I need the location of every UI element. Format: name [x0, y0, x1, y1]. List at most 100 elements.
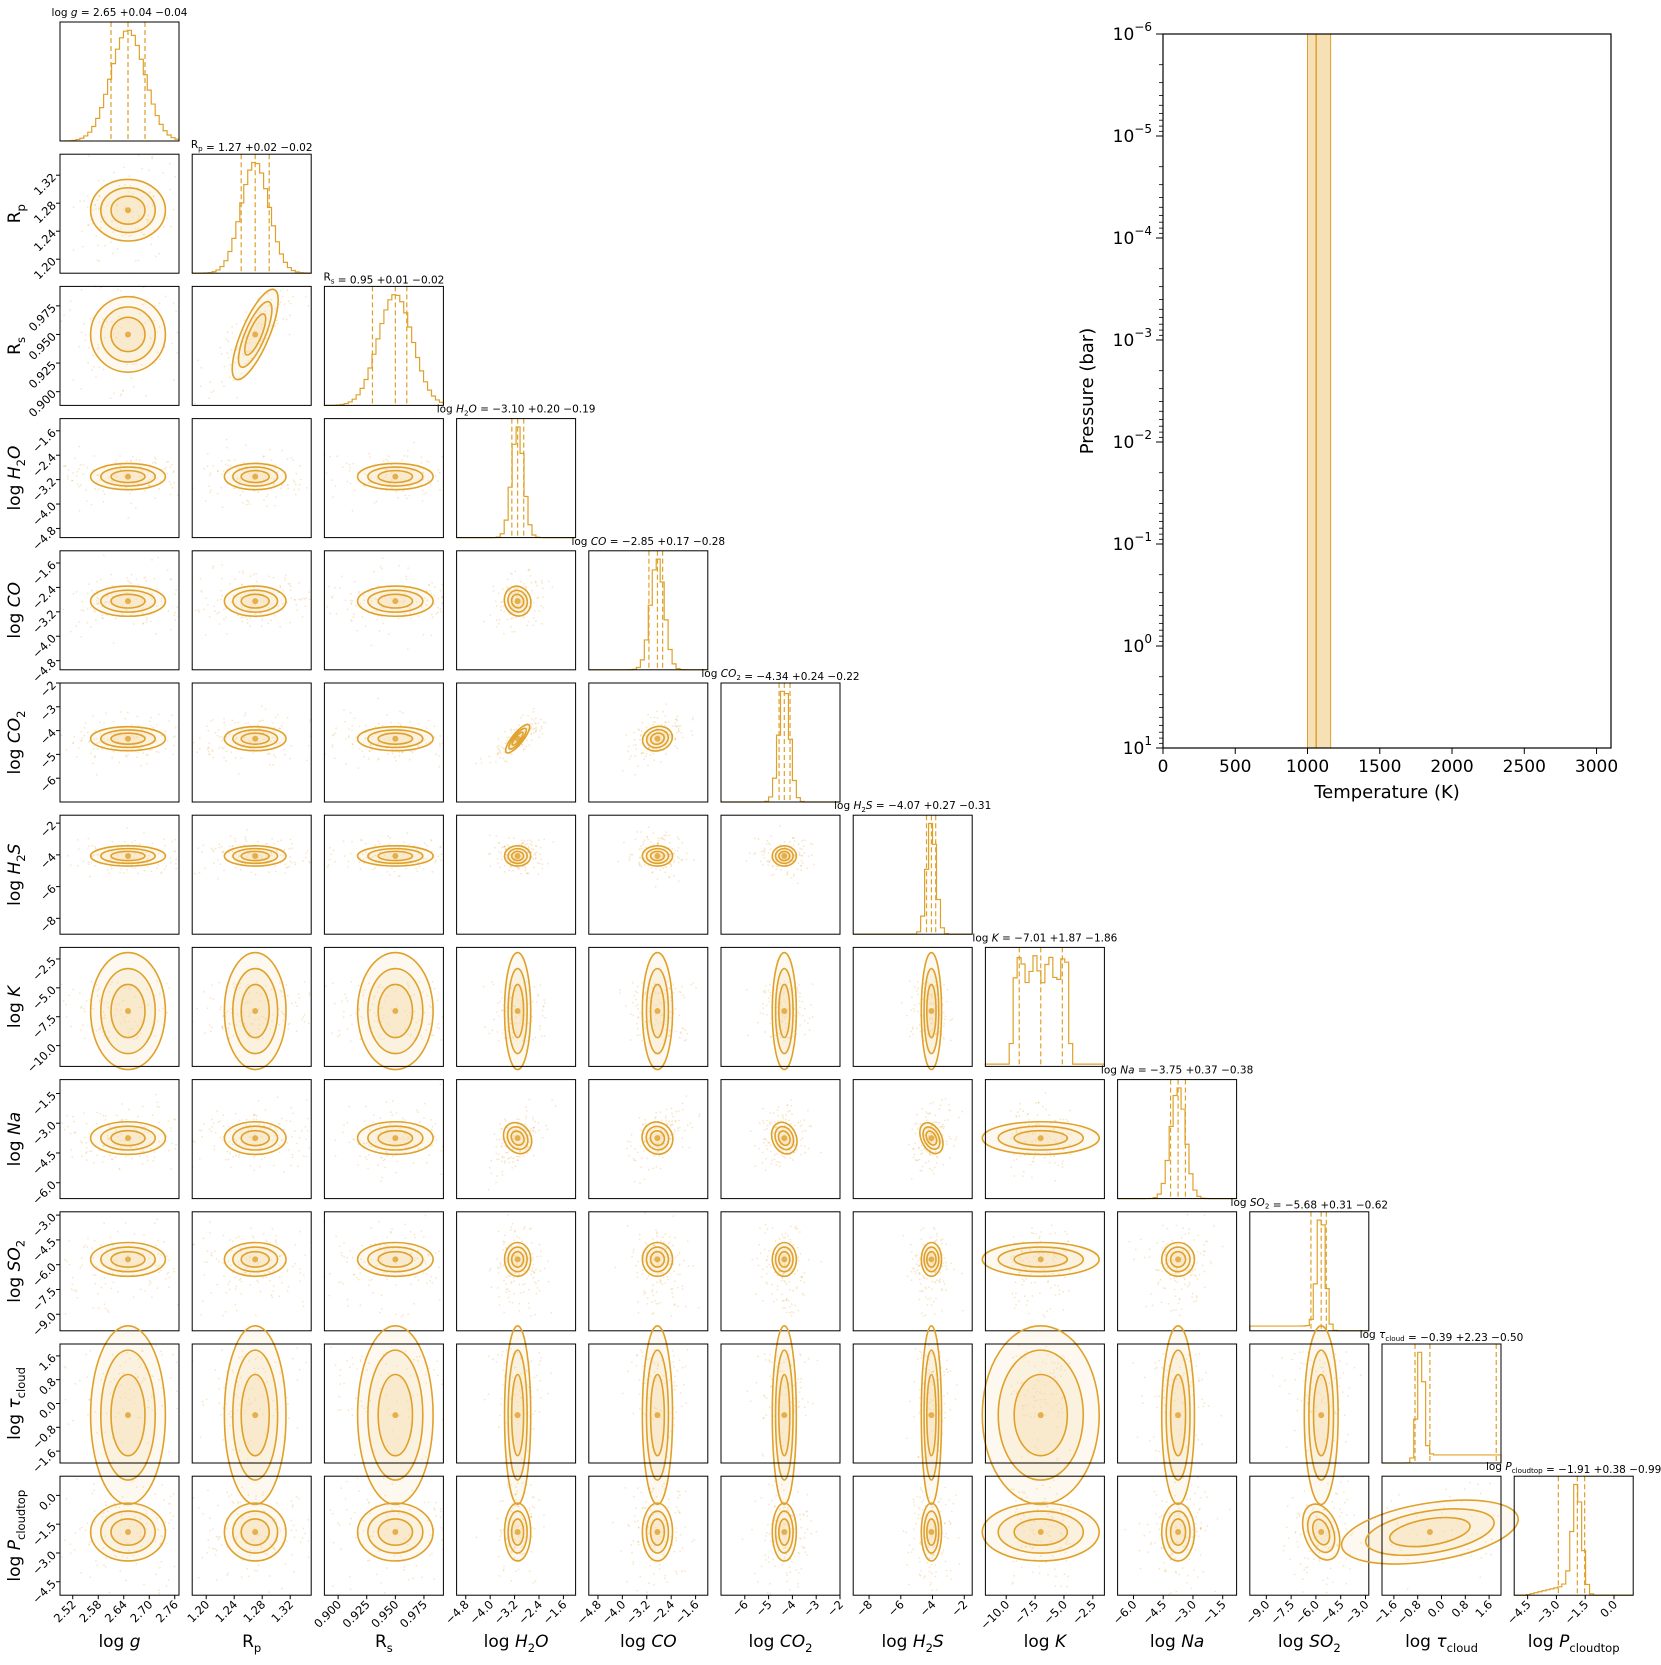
sample-point: [284, 754, 286, 756]
sample-point: [784, 841, 786, 843]
sample-point: [82, 464, 84, 466]
sample-point: [174, 735, 176, 737]
sample-point: [928, 1160, 930, 1162]
sample-point: [345, 997, 347, 999]
sample-point: [127, 517, 129, 519]
sample-point: [221, 487, 223, 489]
sample-point: [199, 1158, 201, 1160]
sample-point: [246, 829, 248, 831]
sample-point: [212, 850, 214, 852]
sample-point: [210, 1030, 212, 1032]
sample-point: [435, 1139, 437, 1141]
sample-point: [545, 1125, 547, 1127]
sample-point: [651, 867, 653, 869]
sample-point: [261, 705, 263, 707]
sample-point: [642, 722, 644, 724]
sample-point: [799, 996, 801, 998]
sample-point: [635, 991, 637, 993]
sample-point: [334, 1003, 336, 1005]
sample-point: [144, 490, 146, 492]
sample-point: [638, 1117, 640, 1119]
sample-point: [501, 997, 503, 999]
sample-point: [331, 479, 333, 481]
sample-point: [357, 1164, 359, 1166]
sample-point: [111, 1158, 113, 1160]
sample-point: [646, 837, 648, 839]
sample-point: [222, 852, 224, 854]
contour-peak: [252, 853, 258, 859]
sample-point: [79, 992, 81, 994]
sample-point: [629, 856, 631, 858]
panel-k-vs-rp: [192, 947, 312, 1069]
sample-point: [343, 1016, 345, 1018]
sample-point: [802, 862, 804, 864]
sample-point: [305, 296, 307, 298]
sample-point: [798, 843, 800, 845]
sample-point: [524, 844, 526, 846]
sample-point: [383, 1160, 385, 1162]
y-tick-label-rs: 0.975: [26, 301, 59, 334]
sample-point: [475, 763, 477, 765]
posterior-title-rp: Rp = 1.27 +0.02 −0.02: [191, 139, 313, 154]
sample-point: [510, 618, 512, 620]
sample-point: [196, 1008, 198, 1010]
sample-point: [261, 619, 263, 621]
sample-point: [797, 991, 799, 993]
sample-point: [920, 1031, 922, 1033]
sample-point: [769, 1001, 771, 1003]
sample-point: [258, 491, 260, 493]
sample-point: [73, 249, 75, 251]
sample-point: [432, 1126, 434, 1128]
sample-point: [167, 473, 169, 475]
sample-point: [348, 728, 350, 730]
sample-point: [290, 839, 292, 841]
sample-point: [368, 758, 370, 760]
sample-point: [794, 840, 796, 842]
sample-point: [94, 730, 96, 732]
sample-point: [634, 739, 636, 741]
sample-point: [368, 1154, 370, 1156]
sample-point: [227, 1151, 229, 1153]
sample-point: [633, 732, 635, 734]
sample-point: [763, 1142, 765, 1144]
sample-point: [430, 1119, 432, 1121]
sample-point: [498, 1153, 500, 1155]
sample-point: [526, 740, 528, 742]
sample-point: [677, 837, 679, 839]
sample-point: [675, 1121, 677, 1123]
sample-point: [254, 1114, 256, 1116]
sample-point: [95, 376, 97, 378]
sample-point: [72, 379, 74, 381]
sample-point: [762, 850, 764, 852]
y-tick-label-co: −2.4: [29, 582, 59, 612]
sample-point: [296, 473, 298, 475]
sample-point: [528, 744, 530, 746]
sample-point: [498, 1015, 500, 1017]
sample-point: [334, 732, 336, 734]
sample-point: [355, 736, 357, 738]
sample-point: [93, 1162, 95, 1164]
sample-point: [635, 748, 637, 750]
sample-point: [637, 986, 639, 988]
sample-point: [86, 1147, 88, 1149]
sample-point: [303, 1016, 305, 1018]
sample-point: [931, 1170, 933, 1172]
sample-point: [1062, 1119, 1064, 1121]
sample-point: [139, 459, 141, 461]
sample-point: [221, 846, 223, 848]
sample-point: [78, 446, 80, 448]
sample-point: [534, 1121, 536, 1123]
sample-point: [677, 1130, 679, 1132]
sample-point: [637, 1152, 639, 1154]
sample-point: [284, 577, 286, 579]
sample-point: [501, 1171, 503, 1173]
sample-point: [76, 756, 78, 758]
sample-point: [130, 503, 132, 505]
sample-point: [347, 1028, 349, 1030]
sample-point: [156, 751, 158, 753]
sample-point: [407, 450, 409, 452]
sample-point: [263, 499, 265, 501]
panel-h2s-vs-co2: [721, 815, 840, 934]
